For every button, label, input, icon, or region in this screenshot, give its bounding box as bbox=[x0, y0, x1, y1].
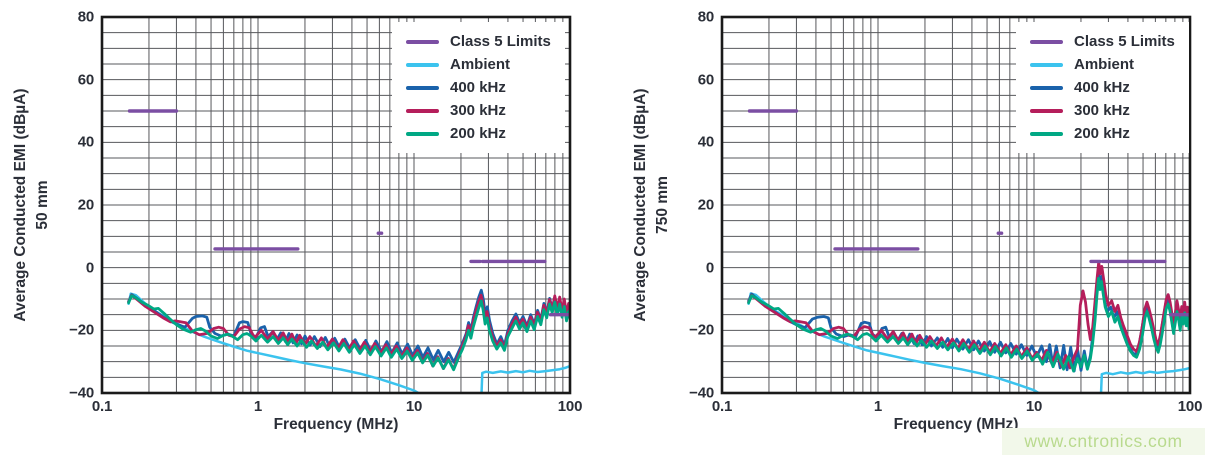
y-tick-label: 20 bbox=[77, 196, 94, 214]
series-group-chart-0 bbox=[127, 109, 570, 393]
legend-item: Class 5 Limits bbox=[1030, 30, 1175, 53]
y-tick-label: −20 bbox=[689, 321, 714, 339]
legend-label: 300 kHz bbox=[450, 102, 506, 119]
legend-label: Class 5 Limits bbox=[450, 33, 551, 50]
x-tick-label: 0.1 bbox=[711, 398, 733, 415]
legend-item: 200 kHz bbox=[406, 122, 551, 145]
plot-frame-chart-0 bbox=[100, 15, 572, 395]
watermark: www.cntronics.com bbox=[1002, 428, 1205, 455]
series-khz300 bbox=[747, 260, 1190, 370]
legend-item: Class 5 Limits bbox=[406, 30, 551, 53]
y-tick-label: 20 bbox=[697, 196, 714, 214]
legend-item: 300 kHz bbox=[406, 99, 551, 122]
x-tick-label: 0.1 bbox=[91, 398, 113, 415]
x-tick-label: 10 bbox=[1025, 398, 1043, 415]
series-group-chart-1 bbox=[747, 109, 1190, 393]
x-tick-label: 1 bbox=[873, 398, 883, 415]
y-axis-label-left: Average Conducted EMI (dBµA) bbox=[12, 88, 29, 322]
y-tick-label: 60 bbox=[697, 71, 714, 89]
legend-swatch-line bbox=[1030, 62, 1063, 67]
legend-item: 400 kHz bbox=[1030, 76, 1175, 99]
legend-swatch-line bbox=[1030, 131, 1063, 136]
y-tick-label: 40 bbox=[697, 133, 714, 151]
y-tick-label: 60 bbox=[77, 71, 94, 89]
legend-item: 300 kHz bbox=[1030, 99, 1175, 122]
legend-label: Class 5 Limits bbox=[1074, 33, 1175, 50]
y-tick-label: 0 bbox=[705, 259, 714, 277]
legend-swatch-line bbox=[406, 131, 439, 136]
series-khz400 bbox=[747, 271, 1190, 373]
series-class5 bbox=[747, 109, 1190, 317]
legend-swatch-line bbox=[1030, 85, 1063, 90]
legend-swatch-line bbox=[1030, 108, 1063, 113]
legend-label: 400 kHz bbox=[1074, 79, 1130, 96]
x-tick-label: 100 bbox=[557, 398, 583, 415]
x-axis-label-left: Frequency (MHz) bbox=[273, 416, 399, 433]
legend-swatch-line bbox=[406, 62, 439, 67]
legend-item: 400 kHz bbox=[406, 76, 551, 99]
y-tick-label: −20 bbox=[69, 321, 94, 339]
x-axis-label-right: Frequency (MHz) bbox=[893, 416, 1019, 433]
legend-label: Ambient bbox=[1074, 56, 1134, 73]
plot-frame-chart-1 bbox=[720, 15, 1192, 395]
series-khz300 bbox=[127, 293, 570, 371]
legend-label: Ambient bbox=[450, 56, 510, 73]
legend-swatch-line bbox=[406, 85, 439, 90]
series-class5 bbox=[127, 109, 570, 317]
x-tick-label: 10 bbox=[405, 398, 423, 415]
legend-label: 400 kHz bbox=[450, 79, 506, 96]
y-tick-label: −40 bbox=[689, 384, 714, 402]
legend-right: Class 5 Limits Ambient 400 kHz 300 kHz 200 k… bbox=[1016, 22, 1189, 153]
legend-item: Ambient bbox=[406, 53, 551, 76]
legend-item: 200 kHz bbox=[1030, 122, 1175, 145]
y-tick-label: −40 bbox=[69, 384, 94, 402]
y-axis-label-right: Average Conducted EMI (dBµA) bbox=[632, 88, 649, 322]
y-tick-label: 40 bbox=[77, 133, 94, 151]
y-axis-distance-label-right: 750 mm bbox=[654, 176, 671, 234]
y-tick-label: 80 bbox=[697, 8, 714, 26]
y-tick-label: 0 bbox=[85, 259, 94, 277]
legend-label: 200 kHz bbox=[1074, 125, 1130, 142]
legend-swatch-line bbox=[1030, 39, 1063, 44]
legend-swatch-line bbox=[406, 108, 439, 113]
legend-label: 200 kHz bbox=[450, 125, 506, 142]
series-khz200 bbox=[127, 294, 570, 372]
legend-label: 300 kHz bbox=[1074, 102, 1130, 119]
legend-swatch-line bbox=[406, 39, 439, 44]
x-tick-label: 1 bbox=[253, 398, 263, 415]
legend-item: Ambient bbox=[1030, 53, 1175, 76]
x-tick-label: 100 bbox=[1177, 398, 1203, 415]
legend-left: Class 5 Limits Ambient 400 kHz 300 kHz 200 k… bbox=[392, 22, 565, 153]
series-khz200 bbox=[747, 276, 1190, 373]
y-axis-distance-label-left: 50 mm bbox=[34, 180, 51, 230]
y-tick-label: 80 bbox=[77, 8, 94, 26]
